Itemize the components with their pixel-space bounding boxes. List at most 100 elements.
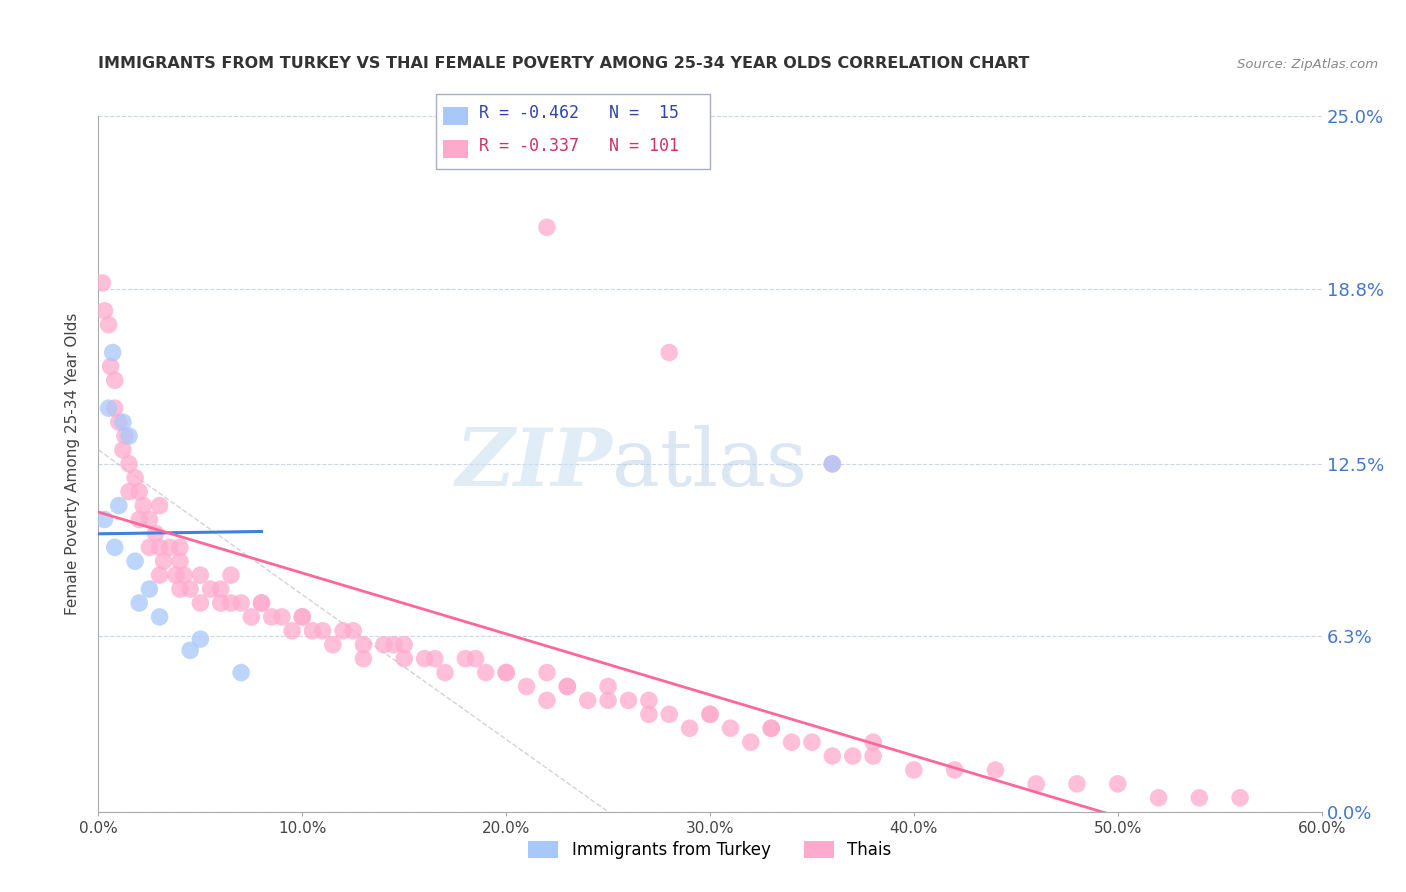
Thais: [128, 484, 150, 499]
Thais: [138, 541, 160, 555]
Thais: [250, 596, 273, 610]
Thais: [759, 721, 782, 735]
Thais: [152, 554, 174, 568]
Thais: [312, 624, 335, 638]
Thais: [984, 763, 1007, 777]
Text: IMMIGRANTS FROM TURKEY VS THAI FEMALE POVERTY AMONG 25-34 YEAR OLDS CORRELATION : IMMIGRANTS FROM TURKEY VS THAI FEMALE PO…: [98, 56, 1029, 71]
Thais: [332, 624, 354, 638]
Thais: [373, 638, 395, 652]
Thais: [801, 735, 824, 749]
Thais: [596, 693, 619, 707]
Thais: [576, 693, 599, 707]
Immigrants from Turkey: [188, 632, 212, 647]
Thais: [108, 415, 131, 429]
Thais: [219, 596, 242, 610]
Immigrants from Turkey: [138, 582, 160, 596]
Text: R = -0.337   N = 101: R = -0.337 N = 101: [479, 137, 679, 155]
Thais: [862, 735, 884, 749]
Text: Source: ZipAtlas.com: Source: ZipAtlas.com: [1237, 58, 1378, 71]
Thais: [118, 457, 141, 471]
Thais: [392, 638, 416, 652]
Immigrants from Turkey: [111, 415, 134, 429]
Immigrants from Turkey: [97, 401, 120, 416]
Immigrants from Turkey: [231, 665, 253, 680]
Thais: [352, 638, 374, 652]
Thais: [250, 596, 273, 610]
Thais: [536, 220, 558, 235]
Thais: [658, 707, 681, 722]
Thais: [392, 651, 416, 665]
Immigrants from Turkey: [124, 554, 146, 568]
Thais: [219, 568, 242, 582]
Thais: [617, 693, 640, 707]
Immigrants from Turkey: [118, 429, 141, 443]
Thais: [149, 541, 172, 555]
Text: ZIP: ZIP: [456, 425, 612, 502]
Thais: [128, 512, 150, 526]
Thais: [1229, 790, 1251, 805]
Immigrants from Turkey: [101, 345, 124, 359]
Thais: [169, 582, 191, 596]
Immigrants from Turkey: [128, 596, 150, 610]
Thais: [740, 735, 762, 749]
Thais: [474, 665, 498, 680]
Thais: [596, 680, 619, 694]
Immigrants from Turkey: [179, 643, 201, 657]
Thais: [862, 749, 884, 764]
Thais: [352, 651, 374, 665]
Thais: [231, 596, 253, 610]
Thais: [759, 721, 782, 735]
Immigrants from Turkey: [149, 610, 172, 624]
Thais: [291, 610, 314, 624]
Legend: Immigrants from Turkey, Thais: Immigrants from Turkey, Thais: [522, 835, 898, 866]
Thais: [658, 345, 681, 359]
Thais: [209, 596, 232, 610]
Text: atlas: atlas: [612, 425, 807, 503]
Text: R = -0.462   N =  15: R = -0.462 N = 15: [479, 104, 679, 122]
Thais: [169, 541, 191, 555]
Immigrants from Turkey: [104, 541, 127, 555]
Thais: [124, 471, 146, 485]
Immigrants from Turkey: [108, 499, 131, 513]
Thais: [322, 638, 344, 652]
Thais: [903, 763, 925, 777]
Thais: [281, 624, 304, 638]
Thais: [165, 568, 187, 582]
Thais: [260, 610, 283, 624]
Thais: [679, 721, 702, 735]
Thais: [1107, 777, 1129, 791]
Thais: [104, 401, 127, 416]
Thais: [638, 707, 661, 722]
Thais: [118, 484, 141, 499]
Thais: [433, 665, 456, 680]
Thais: [382, 638, 405, 652]
Thais: [495, 665, 517, 680]
Thais: [423, 651, 446, 665]
Thais: [1147, 790, 1170, 805]
Thais: [495, 665, 517, 680]
Thais: [149, 568, 172, 582]
Thais: [179, 582, 201, 596]
Thais: [209, 582, 232, 596]
Thais: [169, 554, 191, 568]
Thais: [97, 318, 120, 332]
Thais: [149, 499, 172, 513]
Thais: [114, 429, 136, 443]
Thais: [536, 693, 558, 707]
Thais: [638, 693, 661, 707]
Thais: [821, 457, 844, 471]
Thais: [464, 651, 486, 665]
Thais: [188, 596, 212, 610]
Thais: [454, 651, 477, 665]
Thais: [536, 665, 558, 680]
Thais: [720, 721, 742, 735]
Thais: [780, 735, 803, 749]
Thais: [270, 610, 294, 624]
Thais: [100, 359, 122, 374]
Immigrants from Turkey: [93, 512, 115, 526]
Thais: [413, 651, 436, 665]
Thais: [138, 512, 160, 526]
Thais: [841, 749, 863, 764]
Thais: [516, 680, 538, 694]
Y-axis label: Female Poverty Among 25-34 Year Olds: Female Poverty Among 25-34 Year Olds: [65, 313, 80, 615]
